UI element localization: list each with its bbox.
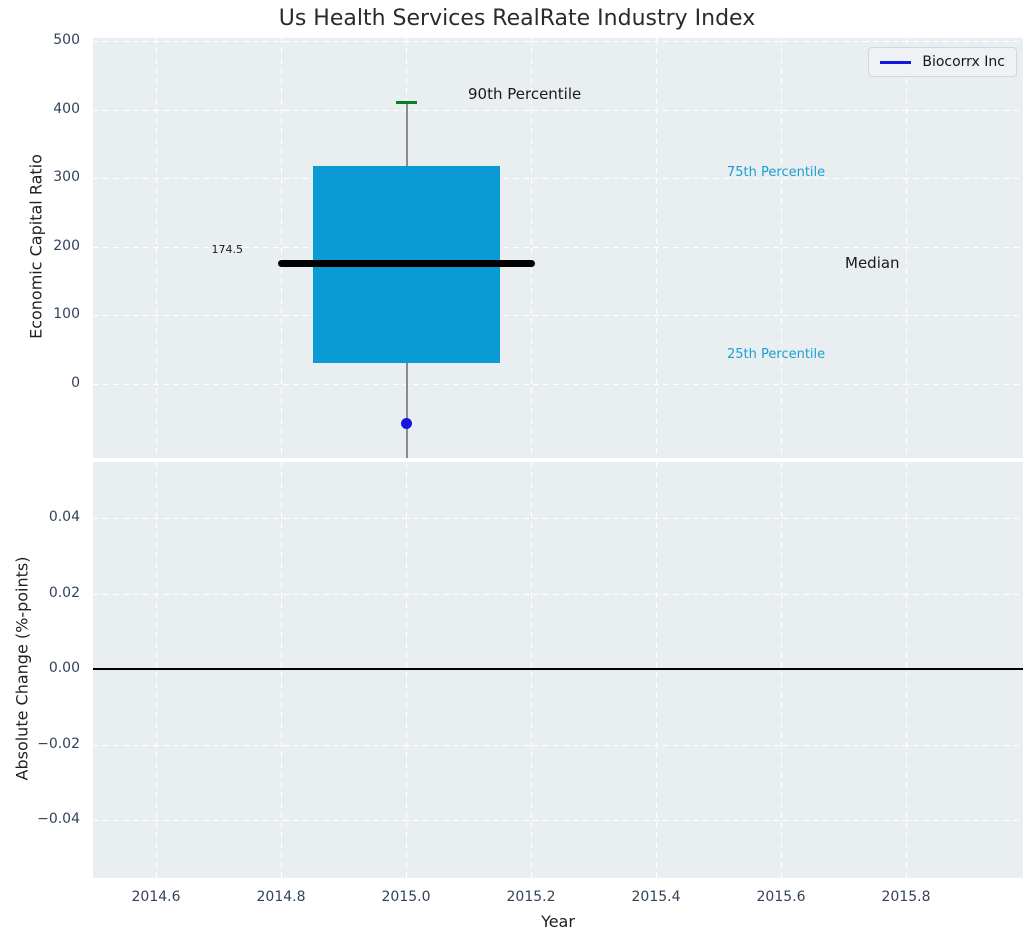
gridline-v — [281, 38, 282, 458]
gridline-v — [781, 462, 782, 878]
gridline-h — [93, 745, 1023, 746]
gridline-h — [93, 820, 1023, 821]
ytick-top: 300 — [53, 169, 80, 185]
gridline-v — [156, 462, 157, 878]
gridline-v — [906, 462, 907, 878]
ytick-bottom: 0.04 — [48, 509, 80, 525]
top-subplot: 90th Percentile 75th Percentile Median 2… — [93, 38, 1023, 458]
gridline-h — [93, 594, 1023, 595]
y-axis-label-top: Economic Capital Ratio — [26, 154, 46, 339]
gridline-v — [156, 38, 157, 458]
gridline-h — [93, 41, 1023, 42]
ytick-top: 400 — [53, 101, 80, 117]
bottom-subplot — [93, 462, 1023, 878]
gridline-v — [656, 38, 657, 458]
percentile-75-label: 75th Percentile — [727, 165, 826, 180]
xtick: 2015.2 — [506, 889, 556, 905]
median-line — [278, 260, 535, 267]
legend: Biocorrx Inc — [868, 47, 1017, 77]
gridline-h — [93, 247, 1023, 248]
gridline-v — [656, 462, 657, 878]
gridline-v — [531, 38, 532, 458]
gridline-v — [406, 462, 407, 878]
xtick: 2014.8 — [256, 889, 306, 905]
y-axis-label-bottom: Absolute Change (%-points) — [12, 556, 32, 781]
ytick-top: 100 — [53, 306, 80, 322]
gridline-h — [93, 178, 1023, 179]
gridline-v — [531, 462, 532, 878]
ytick-top: 200 — [53, 238, 80, 254]
xtick: 2015.4 — [631, 889, 681, 905]
gridline-v — [906, 38, 907, 458]
percentile-90-label: 90th Percentile — [468, 85, 582, 103]
chart-title: Us Health Services RealRate Industry Ind… — [278, 6, 756, 31]
ytick-bottom: 0.02 — [48, 585, 80, 601]
legend-label: Biocorrx Inc — [922, 54, 1005, 70]
gridline-h — [93, 518, 1023, 519]
ytick-bottom: −0.02 — [37, 736, 80, 752]
xtick: 2015.6 — [756, 889, 806, 905]
gridline-v — [281, 462, 282, 878]
gridline-v — [781, 38, 782, 458]
x-axis-label: Year — [541, 912, 575, 931]
xtick: 2015.8 — [881, 889, 931, 905]
median-label: Median — [845, 254, 900, 272]
percentile-90-cap — [396, 101, 417, 104]
xtick: 2014.6 — [131, 889, 181, 905]
ytick-bottom: 0.00 — [48, 660, 80, 676]
gridline-h — [93, 315, 1023, 316]
gridline-h — [93, 110, 1023, 111]
xtick: 2015.0 — [381, 889, 431, 905]
zero-reference-line — [93, 668, 1023, 670]
ytick-top: 500 — [53, 32, 80, 48]
company-data-point — [401, 418, 412, 429]
ytick-bottom: −0.04 — [37, 811, 80, 827]
percentile-25-label: 25th Percentile — [727, 347, 826, 362]
gridline-h — [93, 384, 1023, 385]
ytick-top: 0 — [71, 375, 80, 391]
median-value-label: 174.5 — [211, 243, 244, 256]
legend-line-sample — [880, 60, 912, 64]
